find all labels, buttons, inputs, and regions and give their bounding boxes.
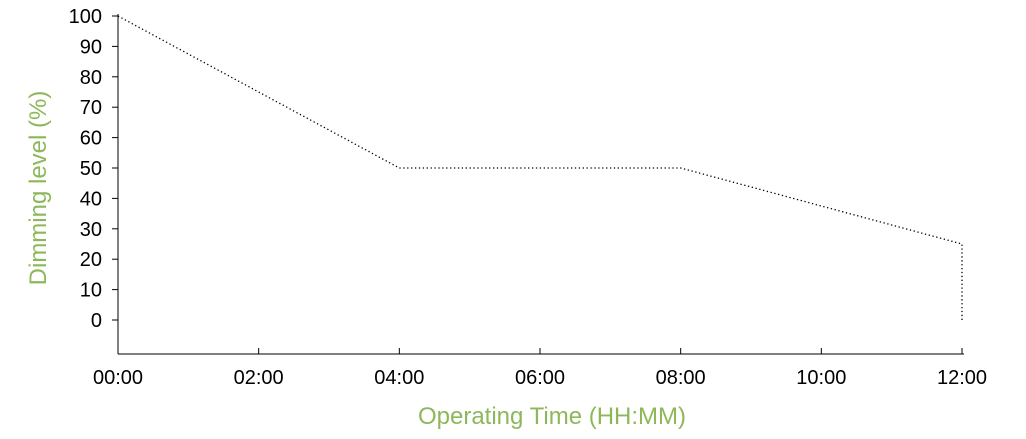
y-tick-label: 60 [80,128,102,150]
y-tick-label: 100 [69,6,102,28]
x-axis-title: Operating Time (HH:MM) [418,403,686,430]
x-tick-label: 08:00 [656,367,706,389]
y-tick-label: 80 [80,67,102,89]
y-tick-label: 10 [80,280,102,302]
y-tick-label: 20 [80,249,102,271]
y-tick-label: 30 [80,219,102,241]
x-tick-label: 00:00 [93,367,143,389]
y-tick-label: 50 [80,158,102,180]
y-tick-label: 70 [80,97,102,119]
x-tick-label: 04:00 [374,367,424,389]
x-tick-label: 12:00 [937,367,987,389]
y-axis-title: Dimming level (%) [25,91,52,286]
x-tick-label: 02:00 [234,367,284,389]
y-tick-label: 0 [91,310,102,332]
y-tick-label: 90 [80,36,102,58]
y-tick-label: 40 [80,188,102,210]
x-tick-label: 06:00 [515,367,565,389]
series-line [117,15,963,320]
x-tick-label: 10:00 [796,367,846,389]
